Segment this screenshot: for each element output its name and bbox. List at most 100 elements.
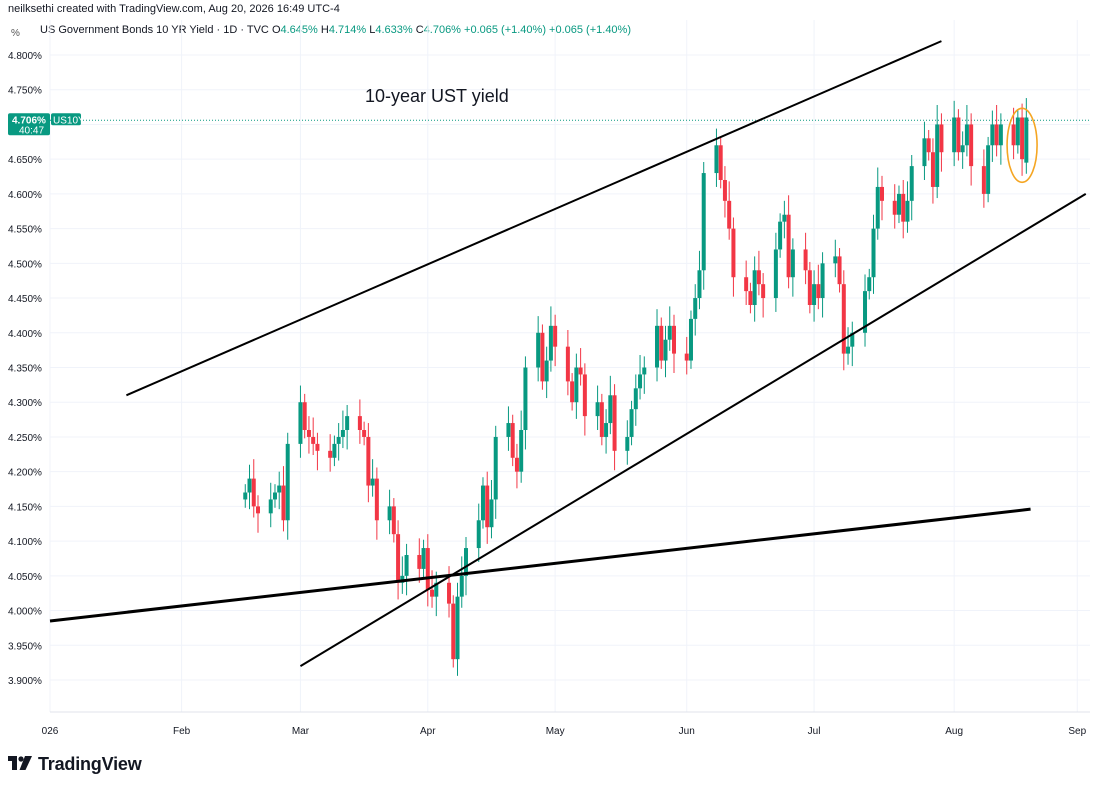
candle-body: [336, 436, 341, 444]
candle-body: [761, 284, 766, 299]
credit-text: neilksethi created with TradingView.com,…: [8, 3, 340, 15]
candle-body: [464, 548, 468, 576]
y-tick-label: 3.950%: [8, 641, 42, 652]
highlight-ellipse: [1006, 107, 1038, 184]
candle-body: [578, 367, 583, 375]
channel-lower-line: [299, 193, 1087, 667]
candle-body: [803, 249, 808, 271]
x-tick-label: Mar: [292, 726, 310, 737]
candle-body: [930, 152, 935, 187]
high-label: H: [320, 24, 329, 36]
brand-wordmark: TradingView: [38, 754, 142, 774]
candle-body: [905, 200, 910, 222]
candle-body: [833, 256, 838, 264]
candle-body: [841, 284, 846, 354]
x-tick-label: May: [546, 726, 565, 737]
candle-body: [565, 346, 570, 382]
candle-body: [782, 214, 787, 222]
candle-body: [455, 596, 460, 660]
y-tick-label: 4.550%: [8, 225, 42, 236]
candle-body: [548, 325, 553, 361]
candle-body: [790, 249, 795, 278]
x-tick-label: Sep: [1068, 726, 1086, 737]
change-value-2: +0.065 (+1.40%): [549, 24, 631, 36]
candle-body: [447, 582, 452, 604]
trendlines: [49, 40, 1087, 667]
candle-body: [935, 124, 940, 187]
open-value: 4.645%: [280, 24, 318, 36]
candle-body: [311, 436, 316, 444]
candle-body: [387, 506, 392, 521]
candle-body: [1011, 124, 1016, 146]
y-tick-label: 4.750%: [8, 86, 42, 97]
candle-body: [727, 200, 732, 229]
candle-body: [328, 450, 333, 458]
candle-body: [366, 436, 371, 486]
candle-body: [744, 277, 749, 292]
symbol-name[interactable]: US Government Bonds 10 YR Yield · 1D · T…: [40, 24, 269, 36]
candle-body: [693, 298, 698, 319]
candle-body: [608, 395, 613, 424]
candle-body: [939, 124, 944, 153]
tradingview-logo-icon: [8, 756, 32, 770]
y-tick-label: 4.350%: [8, 364, 42, 375]
y-tick-label: 4.450%: [8, 294, 42, 305]
candle-body: [867, 277, 872, 292]
candle-body: [731, 228, 736, 278]
candle-body: [773, 249, 778, 299]
candle-body: [1015, 117, 1020, 146]
candle-body: [451, 603, 456, 660]
channel-upper-line: [126, 40, 942, 397]
candle-body: [582, 374, 587, 417]
candle-body: [667, 325, 672, 340]
x-tick-label: 026: [42, 726, 59, 737]
candle-body: [956, 117, 961, 153]
candle-body: [850, 332, 855, 347]
candle-body: [425, 548, 430, 590]
candle-body: [875, 186, 880, 229]
high-value: 4.714%: [328, 24, 367, 36]
x-axis: 026 Feb Mar Apr May Jun Jul Aug Sep: [42, 726, 1087, 737]
candle-body: [604, 423, 609, 437]
candle-body: [752, 270, 757, 305]
candle-body: [684, 353, 689, 361]
candle-body: [748, 291, 753, 305]
candle-body: [926, 138, 931, 153]
candle-body: [421, 548, 426, 569]
candle-body: [332, 443, 337, 458]
candle-body: [701, 173, 706, 271]
candle-body: [374, 478, 379, 521]
candle-body: [659, 325, 664, 361]
candle-body: [633, 388, 638, 410]
candle-body: [268, 499, 273, 514]
y-tick-label: 4.650%: [8, 155, 42, 166]
candle-body: [272, 492, 277, 500]
candle-body: [612, 395, 617, 451]
tradingview-logo[interactable]: TradingView: [8, 754, 142, 774]
change-value: +0.065 (+1.40%): [464, 24, 546, 36]
top-bar: neilksethi created with TradingView.com,…: [0, 0, 1100, 20]
candle-body: [688, 318, 693, 361]
candle-body: [952, 117, 957, 153]
candle-body: [281, 485, 286, 521]
candle-body: [493, 436, 498, 500]
candle-body: [476, 520, 481, 549]
candle-body: [315, 443, 320, 451]
chart-title: 10-year UST yield: [365, 86, 509, 106]
candle-body: [846, 346, 851, 354]
candle-body: [251, 478, 256, 507]
candle-body: [642, 367, 647, 375]
candle-body: [837, 256, 842, 285]
candle-body: [417, 555, 422, 569]
candle-body: [655, 325, 660, 368]
candle-body: [778, 221, 783, 250]
candle-body: [880, 186, 884, 201]
price-tag-value: 4.706%: [12, 115, 46, 126]
candle-body: [357, 416, 362, 430]
candle-body: [625, 436, 630, 451]
price-tag-countdown: 40:47: [19, 125, 44, 136]
low-value: 4.633%: [375, 24, 413, 36]
long-support-line: [49, 507, 1031, 623]
axis-unit-label: %: [11, 28, 20, 39]
